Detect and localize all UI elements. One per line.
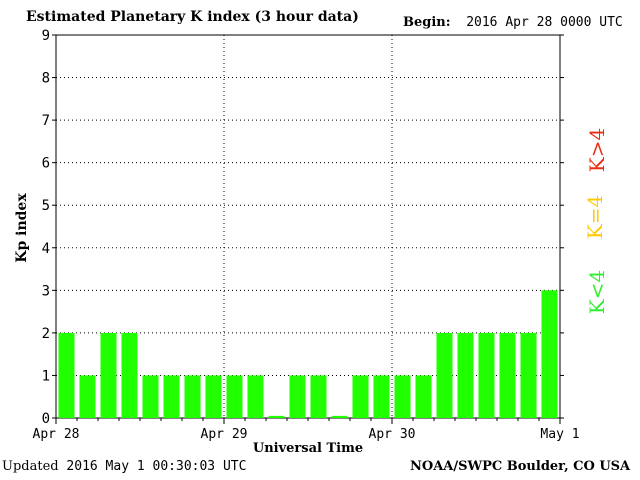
kp-bar (394, 375, 411, 418)
begin-value: 2016 Apr 28 0000 UTC (466, 15, 623, 30)
y-tick-label: 9 (42, 28, 50, 44)
y-tick-label: 5 (42, 198, 50, 214)
legend-k-low: K<4 (585, 269, 610, 315)
begin-label: Begin: (403, 15, 451, 30)
kp-bar (121, 332, 138, 418)
x-tick-label: May 1 (540, 427, 579, 442)
kp-bar (373, 375, 390, 418)
kp-bar (205, 375, 222, 418)
kp-bar (100, 332, 117, 418)
kp-bar (289, 375, 306, 418)
kp-bar (499, 332, 516, 418)
legend-k-equal: K=4 (583, 194, 608, 240)
chart-title: Estimated Planetary K index (3 hour data… (26, 9, 359, 25)
kp-bar (457, 332, 474, 418)
kp-bar (142, 375, 159, 418)
updated-value: 2016 May 1 00:30:03 UTC (66, 459, 247, 474)
y-tick-label: 8 (42, 71, 50, 87)
y-tick-label: 3 (42, 283, 50, 299)
begin-info: Begin: 2016 Apr 28 0000 UTC (403, 16, 623, 30)
y-tick-label: 6 (42, 156, 50, 172)
y-tick-label: 1 (42, 368, 50, 384)
kp-bar (268, 415, 285, 418)
kp-bar (478, 332, 495, 418)
y-tick-label: 4 (42, 241, 50, 257)
kp-bar (436, 332, 453, 418)
kp-bar (415, 375, 432, 418)
credit-text: NOAA/SWPC Boulder, CO USA (410, 459, 631, 474)
kp-bar (541, 290, 558, 418)
kp-bar (226, 375, 243, 418)
kp-bar (58, 332, 75, 418)
kp-bar (520, 332, 537, 418)
updated-info: Updated 2016 May 1 00:30:03 UTC (2, 460, 246, 474)
y-tick-label: 2 (42, 326, 50, 342)
x-axis-label: Universal Time (253, 441, 363, 456)
kp-bar (163, 375, 180, 418)
kp-bar (310, 375, 327, 418)
kp-bar (331, 415, 348, 418)
kp-bar (79, 375, 96, 418)
kp-bar (184, 375, 201, 418)
x-tick-label: Apr 28 (33, 427, 80, 442)
x-tick-label: Apr 30 (369, 427, 416, 442)
y-tick-label: 7 (42, 113, 50, 129)
kp-bar (352, 375, 369, 418)
x-tick-label: Apr 29 (201, 427, 248, 442)
kp-bar (247, 375, 264, 418)
updated-label: Updated (2, 459, 59, 474)
y-tick-label: 0 (42, 411, 50, 427)
legend-k-high: K>4 (585, 127, 610, 173)
